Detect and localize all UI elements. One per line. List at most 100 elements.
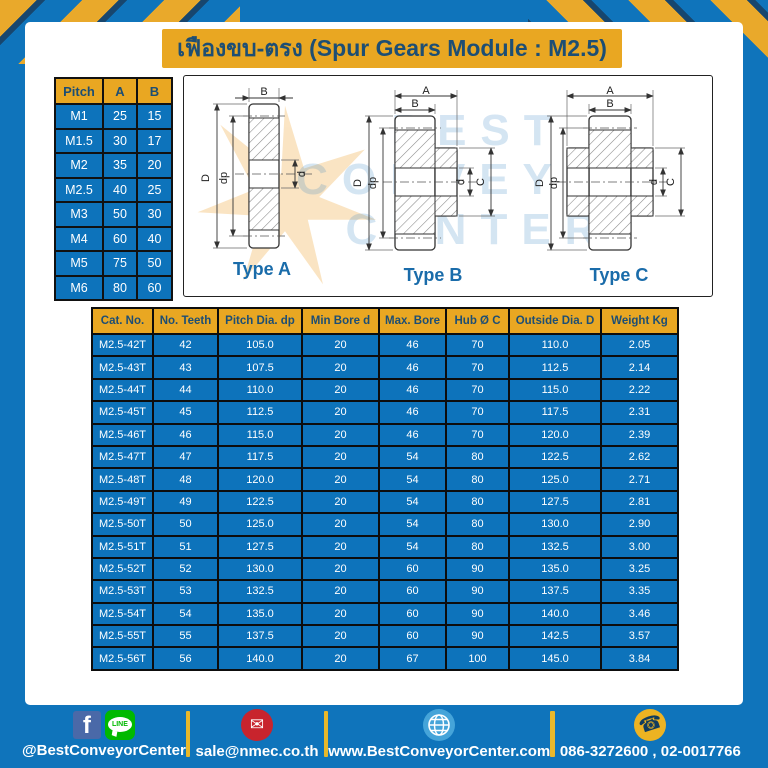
dim-label-D: D xyxy=(200,174,212,182)
table-cell: 112.5 xyxy=(217,400,303,425)
table-cell: 50 xyxy=(136,250,173,277)
diagram-type-b: A B D dp d xyxy=(343,86,523,286)
table-cell: M2.5-45T xyxy=(91,400,154,425)
table-cell: M2.5-50T xyxy=(91,512,154,537)
table-row: M2.5-55T 55 137.5 20 60 90 142.5 3.57 xyxy=(91,624,679,649)
table-cell: 2.14 xyxy=(600,355,679,380)
table-cell: M2.5-51T xyxy=(91,534,154,559)
table-row: M2.5-54T 54 135.0 20 60 90 140.0 3.46 xyxy=(91,601,679,627)
gear-diagrams-panel: BEST CONVEYOR CENTER xyxy=(183,75,713,297)
table-cell: 20 xyxy=(301,579,380,604)
dim-label-d: d xyxy=(296,171,308,177)
column-header: Outside Dia. D xyxy=(508,307,602,335)
dim-label-dp: dp xyxy=(367,177,379,189)
table-cell: M2.5-49T xyxy=(91,489,154,515)
table-cell: 75 xyxy=(102,250,138,277)
table-cell: 30 xyxy=(136,201,173,228)
table-cell: 135.0 xyxy=(217,601,303,627)
table-cell: 46 xyxy=(378,422,447,447)
table-cell: 20 xyxy=(301,646,380,671)
table-row: M3 50 30 xyxy=(54,201,173,228)
dim-label-d: d xyxy=(648,179,660,185)
gear-table-header-row: Cat. No. No. Teeth Pitch Dia. dp Min Bore d… xyxy=(91,307,679,335)
type-a-label: Type A xyxy=(232,259,291,279)
table-cell: 60 xyxy=(378,624,447,649)
table-cell: 46 xyxy=(152,422,219,447)
table-cell: 127.5 xyxy=(508,489,602,515)
table-cell: 90 xyxy=(445,579,510,604)
table-cell: 47 xyxy=(152,444,219,470)
table-cell: M4 xyxy=(54,225,104,252)
table-cell: 15 xyxy=(136,103,173,130)
table-row: M4 60 40 xyxy=(54,225,173,252)
table-cell: 90 xyxy=(445,556,510,582)
table-cell: 122.5 xyxy=(217,489,303,515)
table-cell: 20 xyxy=(301,332,380,358)
table-cell: M2.5 xyxy=(54,176,104,203)
table-cell: 117.5 xyxy=(508,400,602,425)
table-cell: M2.5-47T xyxy=(91,444,154,470)
table-cell: M6 xyxy=(54,274,104,301)
table-cell: 137.5 xyxy=(508,579,602,604)
table-cell: 51 xyxy=(152,534,219,559)
dim-label-d: d xyxy=(455,179,467,185)
table-cell: 80 xyxy=(102,274,138,301)
table-cell: 120.0 xyxy=(217,467,303,492)
table-cell: 20 xyxy=(301,467,380,492)
table-cell: 20 xyxy=(301,422,380,447)
table-cell: 46 xyxy=(378,400,447,425)
table-cell: 20 xyxy=(301,400,380,425)
dim-label-D: D xyxy=(534,179,546,187)
table-cell: M2.5-54T xyxy=(91,601,154,627)
column-header: Cat. No. xyxy=(91,307,154,335)
table-cell: M2 xyxy=(54,152,104,179)
table-cell: M2.5-56T xyxy=(91,646,154,671)
table-cell: 140.0 xyxy=(508,601,602,627)
column-header: Max. Bore xyxy=(378,307,447,335)
table-cell: 46 xyxy=(378,377,447,403)
table-row: M2.5-52T 52 130.0 20 60 90 135.0 3.25 xyxy=(91,556,679,582)
table-row: M2.5-49T 49 122.5 20 54 80 127.5 2.81 xyxy=(91,489,679,515)
table-cell: 90 xyxy=(445,624,510,649)
table-cell: 140.0 xyxy=(217,646,303,671)
type-b-drawing: A B D dp d xyxy=(352,86,495,251)
dim-label-b: B xyxy=(260,86,267,98)
table-row: M2.5-45T 45 112.5 20 46 70 117.5 2.31 xyxy=(91,400,679,425)
footer-divider xyxy=(185,711,191,757)
table-cell: M2.5-42T xyxy=(91,332,154,358)
pitch-table-header-row: Pitch A B xyxy=(54,77,173,105)
table-cell: 42 xyxy=(152,332,219,358)
mail-icon: ✉ xyxy=(241,708,274,741)
table-cell: 49 xyxy=(152,489,219,515)
table-cell: 20 xyxy=(301,601,380,627)
table-cell: 25 xyxy=(136,176,173,203)
table-cell: 142.5 xyxy=(508,624,602,649)
table-cell: 3.25 xyxy=(600,556,679,582)
table-cell: M3 xyxy=(54,201,104,228)
table-cell: 55 xyxy=(152,624,219,649)
type-c-label: Type C xyxy=(589,265,649,285)
line-icon: LINE xyxy=(104,709,135,740)
facebook-icon: f xyxy=(72,710,101,739)
footer-divider xyxy=(323,711,329,757)
dim-label-A: A xyxy=(606,86,614,97)
table-cell: M2.5-55T xyxy=(91,624,154,649)
diagram-type-a: B D dp d Type A xyxy=(187,86,337,280)
email-address: sale@nmec.co.th xyxy=(195,742,319,760)
table-cell: 20 xyxy=(301,534,380,559)
dim-label-C: C xyxy=(475,178,487,186)
table-cell: 112.5 xyxy=(508,355,602,380)
dim-label-C: C xyxy=(665,178,677,186)
table-cell: 2.05 xyxy=(600,332,679,358)
footer-contact-bar: f LINE @BestConveyorCenter ✉ sale@nmec.c… xyxy=(0,705,768,768)
table-cell: 25 xyxy=(102,103,138,130)
table-cell: 54 xyxy=(152,601,219,627)
column-header: Weight Kg xyxy=(600,307,679,335)
column-header: Pitch xyxy=(54,77,104,105)
table-cell: 60 xyxy=(378,579,447,604)
table-cell: 40 xyxy=(102,176,138,203)
table-row: M5 75 50 xyxy=(54,250,173,277)
table-cell: 3.35 xyxy=(600,579,679,604)
column-header: B xyxy=(136,77,173,105)
gear-spec-table: Cat. No. No. Teeth Pitch Dia. dp Min Bore d… xyxy=(91,307,679,671)
